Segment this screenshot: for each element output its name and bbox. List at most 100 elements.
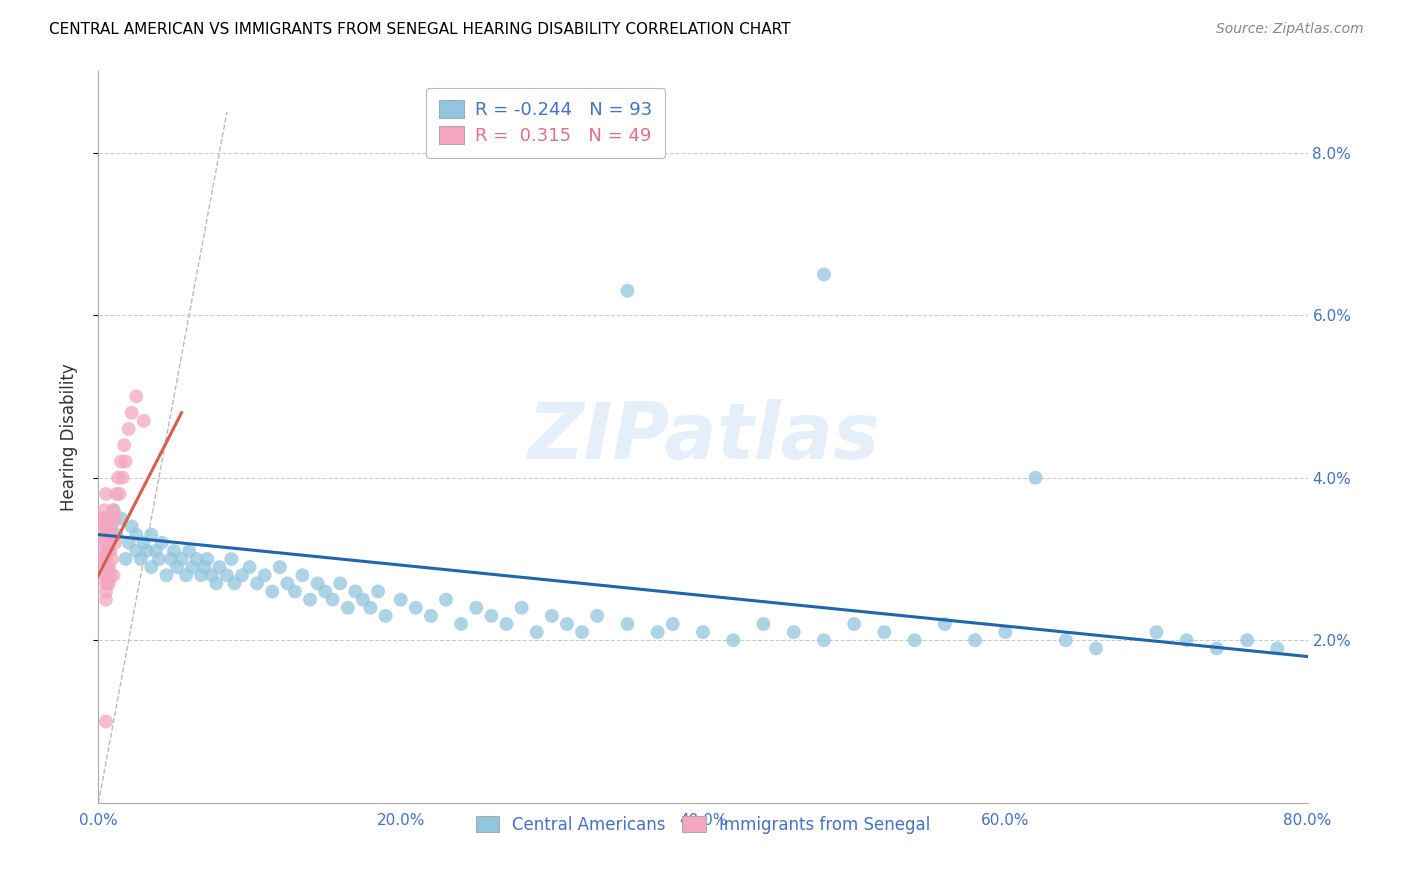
Point	[98, 560, 121, 574]
Point	[205, 576, 228, 591]
Point	[181, 560, 204, 574]
Point	[844, 617, 866, 632]
Point	[112, 438, 135, 452]
Point	[344, 584, 367, 599]
Point	[100, 519, 122, 533]
Point	[1085, 641, 1108, 656]
Point	[231, 568, 253, 582]
Point	[692, 625, 714, 640]
Point	[103, 503, 125, 517]
Point	[555, 617, 578, 632]
Text: Source: ZipAtlas.com: Source: ZipAtlas.com	[1216, 22, 1364, 37]
Point	[121, 406, 143, 420]
Point	[100, 527, 122, 541]
Point	[481, 608, 503, 623]
Point	[104, 535, 127, 549]
Point	[108, 487, 131, 501]
Point	[94, 535, 117, 549]
Point	[190, 568, 212, 582]
Point	[752, 617, 775, 632]
Point	[166, 560, 188, 574]
Point	[179, 544, 201, 558]
Point	[101, 552, 124, 566]
Point	[1236, 633, 1258, 648]
Point	[118, 422, 141, 436]
Point	[647, 625, 669, 640]
Point	[322, 592, 344, 607]
Point	[1144, 625, 1167, 640]
Point	[141, 527, 163, 541]
Point	[495, 617, 517, 632]
Point	[329, 576, 352, 591]
Point	[98, 544, 121, 558]
Point	[389, 592, 412, 607]
Point	[170, 552, 193, 566]
Point	[813, 633, 835, 648]
Point	[118, 535, 141, 549]
Point	[100, 544, 122, 558]
Point	[105, 487, 128, 501]
Point	[465, 600, 488, 615]
Point	[434, 592, 457, 607]
Point	[129, 552, 152, 566]
Point	[96, 544, 118, 558]
Point	[1267, 641, 1289, 656]
Point	[105, 527, 128, 541]
Point	[215, 568, 238, 582]
Point	[94, 576, 117, 591]
Point	[96, 527, 118, 541]
Point	[104, 511, 127, 525]
Point	[291, 568, 314, 582]
Point	[783, 625, 806, 640]
Point	[193, 560, 215, 574]
Point	[208, 560, 231, 574]
Point	[101, 519, 124, 533]
Point	[132, 535, 155, 549]
Point	[94, 592, 117, 607]
Point	[246, 576, 269, 591]
Point	[94, 714, 117, 729]
Point	[965, 633, 987, 648]
Point	[94, 527, 117, 541]
Point	[510, 600, 533, 615]
Text: ZIPatlas: ZIPatlas	[527, 399, 879, 475]
Point	[224, 576, 246, 591]
Text: CENTRAL AMERICAN VS IMMIGRANTS FROM SENEGAL HEARING DISABILITY CORRELATION CHART: CENTRAL AMERICAN VS IMMIGRANTS FROM SENE…	[49, 22, 790, 37]
Point	[94, 568, 117, 582]
Point	[262, 584, 284, 599]
Point	[1024, 471, 1046, 485]
Point	[201, 568, 224, 582]
Point	[450, 617, 472, 632]
Legend: Central Americans, Immigrants from Senegal: Central Americans, Immigrants from Seneg…	[464, 805, 942, 846]
Point	[135, 544, 157, 558]
Point	[994, 625, 1017, 640]
Point	[661, 617, 683, 632]
Point	[141, 560, 163, 574]
Point	[616, 284, 638, 298]
Point	[94, 544, 117, 558]
Point	[94, 584, 117, 599]
Point	[374, 608, 396, 623]
Point	[360, 600, 382, 615]
Point	[616, 617, 638, 632]
Point	[125, 527, 148, 541]
Point	[91, 527, 114, 541]
Point	[94, 552, 117, 566]
Point	[1175, 633, 1198, 648]
Point	[186, 552, 208, 566]
Point	[148, 552, 170, 566]
Point	[125, 544, 148, 558]
Point	[934, 617, 956, 632]
Y-axis label: Hearing Disability: Hearing Disability	[59, 363, 77, 511]
Point	[253, 568, 276, 582]
Point	[540, 608, 562, 623]
Point	[571, 625, 593, 640]
Point	[103, 503, 125, 517]
Point	[276, 576, 298, 591]
Point	[420, 608, 443, 623]
Point	[160, 552, 183, 566]
Point	[93, 568, 115, 582]
Point	[107, 471, 129, 485]
Point	[150, 535, 173, 549]
Point	[94, 560, 117, 574]
